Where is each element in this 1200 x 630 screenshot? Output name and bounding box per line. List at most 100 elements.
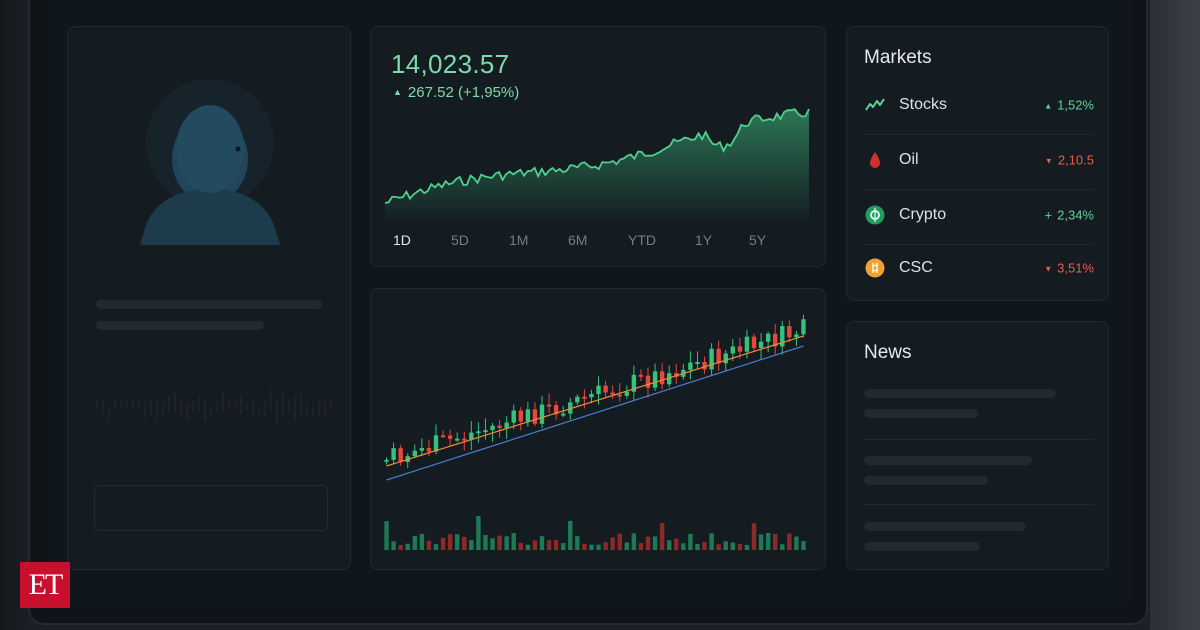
price-chart-card: 14,023.57 ▲ 267.52 (+1,95%) 1D 5D 1M 6M YTD 1Y…: [370, 26, 826, 267]
candle-body: [384, 459, 389, 462]
triangle-up-icon: ▲: [1044, 101, 1053, 111]
candle-body: [568, 402, 573, 414]
candle-body: [412, 450, 417, 457]
candle-body: [801, 319, 806, 335]
candle-body: [780, 326, 785, 347]
crypto-coin-icon: [865, 205, 885, 225]
user-avatar-icon: [140, 79, 280, 245]
tab-range-ytd[interactable]: YTD: [628, 232, 656, 248]
volume-bar: [589, 544, 594, 550]
volume-bar: [483, 535, 488, 550]
candle-body: [645, 375, 651, 388]
volume-bar: [469, 540, 474, 550]
candle-body: [773, 333, 778, 347]
candle-body: [638, 374, 644, 377]
volume-bar: [426, 540, 432, 550]
candle-body: [744, 336, 750, 352]
volume-bar: [709, 533, 714, 550]
market-name: Crypto: [899, 206, 947, 223]
volume-bar: [758, 534, 764, 550]
moving-average-slow: [386, 345, 804, 481]
price-line: [385, 108, 810, 204]
volume-bar: [546, 540, 552, 550]
news-headline-placeholder[interactable]: [864, 456, 1032, 465]
news-headline-placeholder[interactable]: [864, 522, 1026, 531]
volume-bar: [384, 521, 389, 550]
volume-bar: [787, 533, 792, 550]
volume-bar: [794, 536, 799, 550]
tab-range-1d[interactable]: 1D: [393, 232, 411, 248]
volume-bar: [638, 543, 644, 550]
time-range-selector: 1D 5D 1M 6M YTD 1Y 5Y: [371, 232, 811, 252]
volume-bar: [617, 533, 622, 550]
triangle-up-icon: +: [1044, 207, 1053, 223]
tab-range-5d[interactable]: 5D: [451, 232, 469, 248]
candle-body: [610, 392, 615, 395]
volume-bar: [462, 536, 467, 550]
volume-bar: [412, 535, 417, 550]
market-name: CSC: [899, 259, 933, 276]
candle-body: [787, 326, 792, 338]
tab-range-1y[interactable]: 1Y: [695, 232, 713, 248]
candle-body: [631, 374, 637, 392]
volume-bar: [582, 543, 587, 550]
candlestick-chart-card: [370, 288, 826, 570]
news-title: News: [864, 342, 912, 363]
markets-divider: [864, 189, 1094, 190]
volume-bar: [603, 542, 608, 550]
price-change: ▲ 267.52 (+1,95%): [393, 84, 519, 101]
candle-body: [419, 447, 425, 451]
news-headline-placeholder[interactable]: [864, 389, 1056, 398]
volume-bar: [511, 533, 516, 550]
candle-body: [539, 404, 545, 424]
tab-range-5y[interactable]: 5Y: [749, 232, 767, 248]
market-row-oil[interactable]: Oil ▼ 2,10.5: [847, 133, 1109, 187]
background-right: [1150, 0, 1200, 630]
market-row-stocks[interactable]: Stocks ▲ 1,52%: [847, 78, 1109, 132]
background-left: [0, 0, 30, 630]
tab-range-1m[interactable]: 1M: [509, 232, 529, 248]
news-subline-placeholder: [864, 542, 980, 551]
volume-bar: [455, 534, 460, 550]
market-change: +2,34%: [1045, 208, 1094, 223]
volume-bar: [674, 538, 679, 550]
candle-body: [723, 353, 728, 364]
volume-bar: [497, 535, 502, 550]
profile-card: [67, 26, 351, 570]
candle-body: [730, 346, 735, 354]
volume-bar: [737, 543, 743, 550]
volume-bar: [447, 534, 453, 550]
volume-bar: [504, 536, 509, 550]
profile-subtitle-placeholder: [96, 321, 264, 330]
candle-body: [525, 409, 531, 422]
et-logo: ET: [20, 562, 70, 608]
candle-body: [589, 394, 594, 398]
volume-bar: [561, 543, 566, 550]
markets-divider: [864, 244, 1094, 245]
candle-body: [497, 425, 502, 429]
candle-body: [624, 391, 629, 396]
market-change: ▼ 3,51%: [1044, 261, 1094, 276]
candle-body: [603, 385, 608, 393]
candle-body: [504, 422, 509, 429]
candle-body: [575, 396, 580, 403]
gold-coin-icon: [865, 258, 885, 278]
candle-body: [667, 373, 672, 385]
profile-input-placeholder[interactable]: [94, 485, 328, 531]
candle-body: [674, 373, 679, 377]
candle-body: [751, 336, 757, 349]
market-row-csc[interactable]: CSC ▼ 3,51%: [847, 241, 1109, 295]
volume-bar: [419, 533, 425, 550]
candle-body: [440, 435, 446, 438]
tab-range-6m[interactable]: 6M: [568, 232, 588, 248]
candle-body: [737, 346, 743, 352]
candle-body: [511, 410, 516, 423]
current-price: 14,023.57: [391, 49, 510, 79]
market-row-crypto[interactable]: Crypto +2,34%: [847, 188, 1109, 242]
price-line-chart: [385, 108, 810, 220]
volume-bar: [596, 544, 601, 550]
candle-body: [398, 448, 403, 462]
moving-average-fast: [386, 335, 804, 467]
volume-bar: [681, 543, 686, 550]
news-divider: [864, 439, 1094, 440]
